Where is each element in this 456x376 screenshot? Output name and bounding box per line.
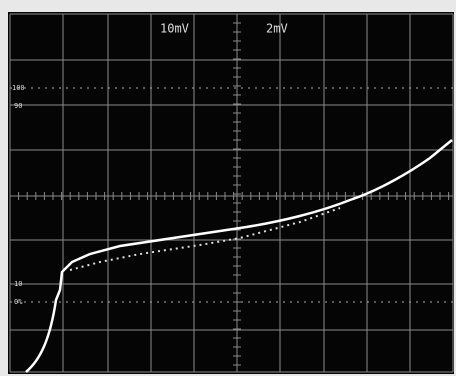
percent-marker: 10 [14,280,22,288]
percent-marker: 90 [14,102,22,110]
oscilloscope-screen: 10mV 2mV 100 90 10 0% [0,0,456,376]
channel-label: 2mV [266,22,288,36]
screen [8,12,454,374]
page: 10mV 2mV 100 90 10 0% (() => { const dat… [0,0,456,376]
percent-marker: 100 [12,84,25,92]
percent-marker: 0% [14,298,23,306]
channel-label: 10mV [160,22,189,36]
